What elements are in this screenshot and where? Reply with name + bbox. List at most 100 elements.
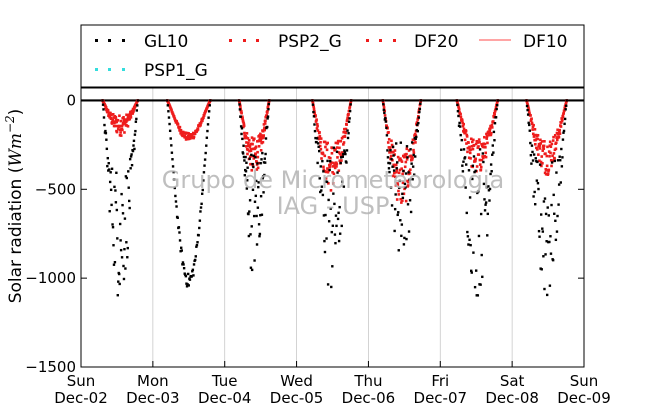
- point-psp2-g: [486, 141, 489, 145]
- point-psp2-g: [557, 132, 560, 136]
- point-gl10: [543, 287, 546, 291]
- point-gl10: [412, 153, 415, 157]
- point-psp2-g: [488, 127, 492, 130]
- point-psp2-g: [124, 120, 128, 124]
- point-gl10: [101, 99, 104, 102]
- point-psp2-g: [461, 119, 464, 122]
- point-gl10: [546, 206, 549, 209]
- point-gl10: [410, 141, 414, 144]
- point-gl10: [552, 193, 555, 197]
- point-gl10: [465, 211, 468, 215]
- point-gl10: [534, 157, 537, 160]
- point-psp2-g: [178, 125, 182, 129]
- point-gl10: [415, 135, 418, 139]
- point-psp2-g: [395, 198, 399, 201]
- point-psp2-g: [182, 131, 186, 135]
- point-gl10: [335, 150, 339, 154]
- point-psp2-g: [483, 154, 486, 158]
- point-gl10: [341, 155, 344, 158]
- point-gl10: [250, 153, 253, 157]
- point-gl10: [182, 266, 186, 270]
- point-psp2-g: [342, 143, 345, 146]
- point-gl10: [170, 151, 174, 154]
- point-psp2-g: [551, 154, 554, 158]
- point-psp2-g: [387, 131, 390, 134]
- point-psp2-g: [345, 118, 349, 122]
- point-psp2-g: [330, 151, 334, 155]
- point-psp2-g: [347, 113, 350, 116]
- point-gl10: [386, 149, 389, 152]
- point-gl10: [540, 268, 543, 271]
- point-psp2-g: [564, 101, 568, 105]
- point-psp2-g: [544, 152, 547, 155]
- point-gl10: [330, 230, 333, 234]
- point-psp2-g: [319, 140, 322, 144]
- point-gl10: [535, 179, 539, 182]
- point-gl10: [245, 161, 248, 165]
- point-gl10: [384, 116, 387, 120]
- point-gl10: [530, 162, 533, 165]
- point-gl10: [242, 144, 245, 147]
- point-gl10: [200, 192, 204, 195]
- point-psp2-g: [254, 145, 258, 149]
- point-gl10: [455, 99, 459, 102]
- point-gl10: [267, 107, 270, 111]
- point-gl10: [562, 129, 566, 133]
- point-psp2-g: [245, 132, 249, 135]
- point-psp2-g: [467, 141, 470, 144]
- point-gl10: [397, 211, 400, 214]
- point-gl10: [126, 256, 129, 259]
- point-gl10: [267, 102, 271, 106]
- point-gl10: [125, 176, 129, 180]
- point-gl10: [496, 103, 499, 107]
- point-psp2-g: [474, 159, 477, 163]
- point-psp2-g: [551, 159, 555, 163]
- point-psp2-g: [133, 105, 137, 108]
- point-psp2-g: [105, 110, 109, 114]
- point-psp2-g: [115, 130, 119, 134]
- point-gl10: [120, 256, 124, 259]
- legend-marker-psp1-g: [95, 68, 125, 71]
- point-gl10: [177, 226, 181, 229]
- point-gl10: [238, 108, 242, 111]
- point-psp2-g: [558, 132, 562, 135]
- point-gl10: [205, 136, 209, 139]
- point-gl10: [104, 129, 107, 133]
- point-gl10: [488, 199, 491, 202]
- point-gl10: [187, 284, 190, 287]
- point-psp2-g: [181, 134, 185, 138]
- point-psp2-g: [256, 140, 259, 143]
- point-psp2-g: [126, 113, 129, 117]
- point-gl10: [327, 220, 331, 223]
- point-gl10: [256, 162, 259, 165]
- point-gl10: [319, 165, 322, 168]
- point-psp2-g: [258, 134, 261, 137]
- point-gl10: [330, 285, 333, 289]
- point-psp2-g: [397, 193, 401, 196]
- point-gl10: [168, 129, 172, 133]
- point-gl10: [315, 140, 318, 144]
- point-gl10: [255, 243, 259, 246]
- point-psp2-g: [184, 138, 188, 141]
- point-gl10: [181, 261, 185, 264]
- point-gl10: [548, 240, 551, 244]
- point-psp2-g: [414, 141, 417, 144]
- point-gl10: [476, 294, 480, 297]
- point-gl10: [261, 151, 264, 155]
- point-gl10: [320, 189, 323, 192]
- point-psp2-g: [109, 117, 113, 120]
- x-tick-label-date: Dec-09: [557, 389, 611, 407]
- point-gl10: [477, 190, 480, 193]
- point-gl10: [120, 192, 123, 196]
- point-gl10: [167, 116, 171, 119]
- point-gl10: [115, 171, 118, 175]
- point-gl10: [536, 181, 540, 185]
- point-gl10: [321, 159, 324, 163]
- point-gl10: [466, 230, 469, 234]
- point-gl10: [382, 103, 385, 106]
- point-psp2-g: [462, 127, 466, 131]
- point-psp2-g: [537, 142, 541, 146]
- point-gl10: [320, 185, 324, 188]
- point-gl10: [135, 117, 138, 121]
- point-gl10: [172, 170, 175, 174]
